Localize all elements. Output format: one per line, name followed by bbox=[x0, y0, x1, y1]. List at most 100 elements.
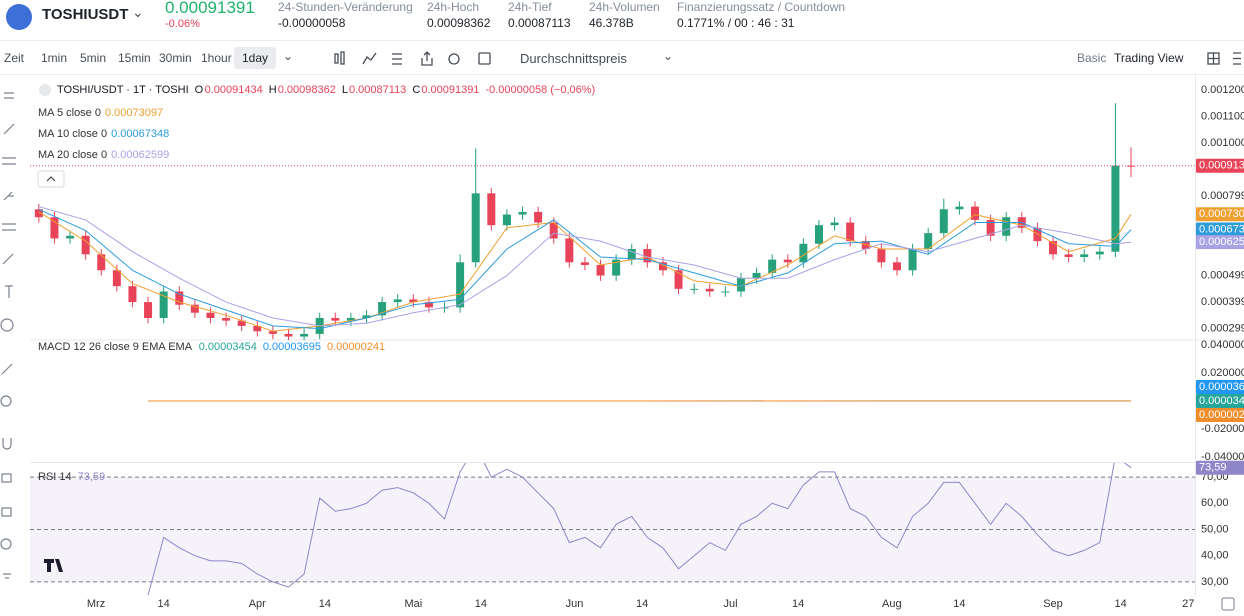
candle-body bbox=[268, 331, 277, 334]
interval[interactable]: 1min bbox=[41, 51, 68, 65]
interval-dropdown[interactable]: ⌄ bbox=[283, 49, 294, 63]
chart-title: TOSHI/USDT · 1T · TOSHI bbox=[57, 84, 189, 96]
candle-body bbox=[346, 317, 355, 321]
candle-icon[interactable] bbox=[334, 53, 339, 64]
x-tick-label: Apr bbox=[249, 598, 266, 610]
candle-body bbox=[549, 222, 558, 239]
candle-body bbox=[1080, 254, 1089, 257]
share-icon[interactable] bbox=[421, 51, 433, 66]
symbol-dropdown[interactable]: ⌄ bbox=[132, 4, 144, 20]
settings-icon[interactable] bbox=[448, 53, 460, 65]
x-tick-label: 14 bbox=[953, 598, 965, 610]
y-tick-label: 40,00 bbox=[1201, 550, 1229, 562]
interval[interactable]: 30min bbox=[159, 51, 192, 65]
price-change: -0.06% bbox=[165, 18, 200, 30]
ohlc-value: 0.00098362 bbox=[278, 84, 336, 96]
interval[interactable]: 1day bbox=[234, 47, 277, 69]
ma-value-label: 0.00062599 bbox=[1199, 236, 1244, 248]
x-tick-label: 14 bbox=[158, 598, 170, 610]
view-tradingview[interactable]: Trading View bbox=[1114, 51, 1184, 65]
tool-line[interactable] bbox=[3, 123, 15, 135]
ma-value-box bbox=[1196, 207, 1244, 222]
candle-body bbox=[50, 217, 59, 239]
tool-ray[interactable] bbox=[3, 191, 14, 201]
candle-body bbox=[877, 249, 886, 263]
list-icon[interactable] bbox=[392, 53, 402, 65]
y-tick-label: 50,00 bbox=[1201, 523, 1229, 535]
x-tick-label: Jun bbox=[566, 598, 584, 610]
interval[interactable]: 5min bbox=[80, 51, 107, 65]
view-basic[interactable]: Basic bbox=[1077, 51, 1107, 65]
macd-value-label: 0.00003454 bbox=[1199, 395, 1244, 407]
tool-channel[interactable] bbox=[2, 223, 16, 231]
candle-body bbox=[799, 243, 808, 263]
candle-body bbox=[1049, 241, 1058, 255]
tool-eye[interactable] bbox=[0, 538, 12, 550]
ma-value-box bbox=[1196, 235, 1244, 250]
price-mode[interactable]: Durchschnittspreis bbox=[520, 51, 627, 66]
collapse-button[interactable] bbox=[37, 170, 65, 188]
ma-legend-name: MA 20 close 0 bbox=[38, 149, 107, 161]
last-price-label: 0.00091391 bbox=[1199, 160, 1244, 172]
tool-brush[interactable] bbox=[2, 253, 14, 265]
candle-body bbox=[66, 235, 75, 239]
ohlc-value: 0.00087113 bbox=[349, 84, 406, 96]
macd-value-box bbox=[1196, 380, 1244, 394]
line-icon[interactable] bbox=[362, 52, 377, 65]
candle-body bbox=[971, 206, 980, 220]
settings-corner[interactable] bbox=[1221, 597, 1235, 611]
candle-body bbox=[112, 270, 121, 287]
y-tick-label: -0.0200000 bbox=[1201, 423, 1244, 435]
ohlc-change: -0.00000058 (−0,06%) bbox=[485, 84, 595, 96]
candle-body bbox=[440, 307, 449, 309]
fullscreen-icon[interactable] bbox=[478, 52, 491, 65]
tool-trash[interactable] bbox=[3, 573, 11, 579]
tool-icons bbox=[334, 51, 491, 66]
ma-line bbox=[38, 206, 1132, 327]
candle-body bbox=[892, 262, 901, 271]
y-tick-label: 0.0007999 bbox=[1201, 190, 1244, 202]
candle-body bbox=[190, 304, 199, 313]
interval[interactable]: 15min bbox=[118, 51, 151, 65]
macd-value-box bbox=[1196, 394, 1244, 408]
ma-legend-name: MA 10 close 0 bbox=[38, 128, 107, 140]
candle-body bbox=[565, 238, 574, 263]
tool-emoji[interactable] bbox=[0, 318, 14, 332]
ma-value-label: 0.00067348 bbox=[1199, 223, 1244, 235]
candle-body bbox=[253, 325, 262, 332]
tool-lock[interactable] bbox=[1, 473, 12, 483]
tool-text[interactable] bbox=[5, 285, 13, 298]
candle-body bbox=[206, 312, 215, 318]
candle-body bbox=[846, 222, 855, 242]
stat-value: 0.00098362 bbox=[427, 16, 491, 30]
ohlc-label: C bbox=[412, 84, 420, 96]
stat-label: 24h-Tief bbox=[508, 0, 552, 14]
symbol-icon bbox=[39, 84, 51, 96]
candle-body bbox=[814, 225, 823, 244]
candle-body bbox=[456, 262, 465, 308]
candle-body bbox=[300, 333, 309, 337]
tool-zoom[interactable] bbox=[0, 395, 12, 407]
ma-value-box bbox=[1196, 222, 1244, 237]
ma-line bbox=[38, 208, 1132, 330]
candle-body bbox=[690, 288, 699, 290]
candle-body bbox=[705, 288, 714, 292]
candle-body bbox=[955, 206, 964, 210]
candle-body bbox=[471, 193, 480, 263]
candle-icon[interactable] bbox=[340, 51, 345, 65]
tool-hline[interactable] bbox=[2, 157, 16, 165]
interval[interactable]: 1hour bbox=[201, 51, 232, 65]
tool-magnet[interactable] bbox=[2, 438, 12, 450]
tool-ruler[interactable] bbox=[1, 363, 13, 375]
rsi-line bbox=[147, 463, 1132, 596]
price-mode-dropdown[interactable]: ⌄ bbox=[663, 49, 674, 63]
candle-body bbox=[721, 291, 730, 293]
candle-body bbox=[362, 315, 371, 318]
tool-lock2[interactable] bbox=[1, 507, 12, 517]
candle-body bbox=[237, 320, 246, 326]
candle-body bbox=[424, 302, 433, 308]
symbol[interactable]: TOSHIUSDT bbox=[42, 6, 129, 23]
candle-body bbox=[1095, 251, 1104, 255]
tool-crosshair[interactable] bbox=[4, 92, 14, 99]
